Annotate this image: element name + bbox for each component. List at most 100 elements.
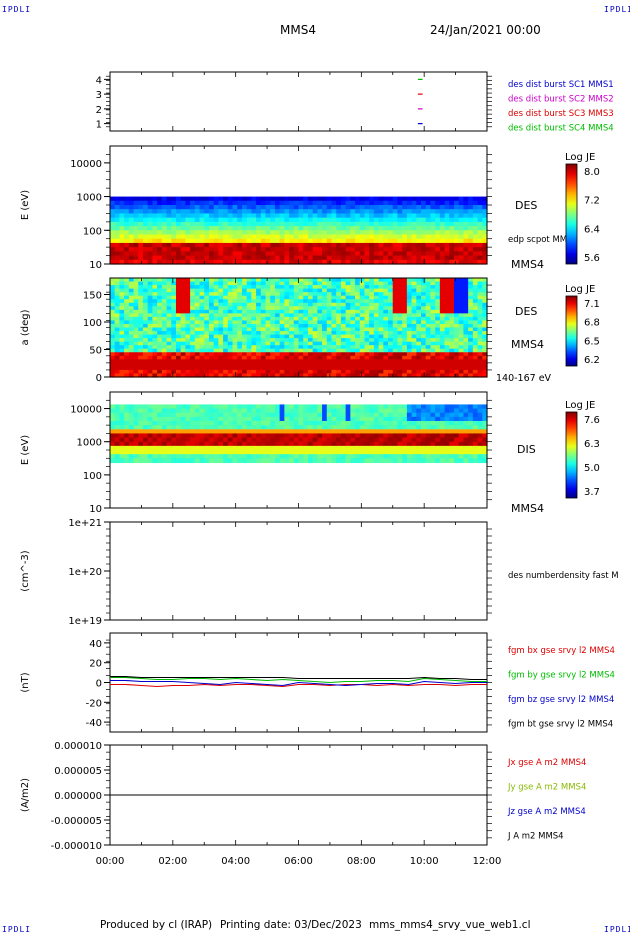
des-pitch-heatmap-cell [444,366,450,371]
des-pitch-heatmap-cell [482,366,488,371]
des-energy-heatmap-cell [147,226,154,231]
des-pitch-heatmap-cell [355,348,361,353]
des-energy-heatmap-cell [435,213,441,219]
des-pitch-heatmap-cell [406,362,413,367]
des-pitch-heatmap-cell [260,313,267,318]
des-pitch-heatmap-cell [477,331,483,336]
des-energy-heatmap-cell [411,226,417,231]
des-pitch-heatmap-cell [468,292,474,297]
des-pitch-heatmap-cell [468,278,474,283]
des-pitch-heatmap-cell [340,348,347,353]
des-energy-heatmap-cell [477,230,483,236]
des-pitch-heatmap-cell [378,369,384,375]
des-energy-heatmap-cell [218,205,224,210]
des-pitch-heatmap-cell [425,348,432,353]
des-pitch-heatmap-cell [326,345,333,350]
dis-energy-heatmap-cell [251,429,257,435]
des-pitch-heatmap-cell [157,334,163,339]
des-energy-heatmap-cell [468,230,474,236]
dis-energy-heatmap-cell [232,454,238,459]
des-energy-heatmap-cell [463,205,469,210]
des-pitch-heatmap-cell [350,327,356,332]
des-energy-heatmap-cell [260,217,267,223]
des-energy-heatmap-cell [199,255,205,261]
des-pitch-heatmap-cell [298,299,304,304]
des-energy-heatmap-cell [312,217,318,223]
des-pitch-heatmap-cell [152,355,158,360]
des-energy-heatmap-cell [340,196,347,202]
des-pitch-heatmap-cell [251,338,257,343]
des-pitch-heatmap-cell [322,299,328,304]
des-energy-heatmap-cell [152,255,158,261]
dis-energy-heatmap-cell [312,445,318,451]
des-energy-heatmap-cell [119,234,125,240]
des-energy-heatmap-cell [322,226,328,231]
des-pitch-heatmap-cell [322,369,328,375]
des-pitch-heatmap-cell [241,306,248,311]
des-energy-heatmap-cell [265,217,271,223]
des-energy-heatmap-cell [213,209,219,215]
des-pitch-heatmap-cell [199,366,205,371]
des-pitch-heatmap-cell [260,323,267,329]
des-pitch-heatmap-cell [289,299,295,304]
des-energy-heatmap-cell [350,205,356,210]
des-pitch-heatmap-cell [435,288,441,293]
dis-energy-heatmap-cell [213,416,219,422]
des-energy-heatmap-cell [421,251,427,257]
des-energy-heatmap-cell [161,226,168,231]
des-pitch-heatmap-cell [138,366,144,371]
des-pitch-heatmap-cell [124,285,130,290]
dis-energy-heatmap-cell [204,412,210,418]
des-energy-heatmap-cell [194,251,201,257]
des-pitch-heatmap-cell [265,299,271,304]
des-pitch-heatmap-cell [223,338,229,343]
des-pitch-heatmap-cell [458,278,465,283]
des-pitch-heatmap-cell [373,369,380,375]
dis-energy-heatmap-cell [190,450,196,455]
dis-energy-heatmap-cell [373,404,380,410]
des-energy-heatmap-cell [425,255,432,261]
des-pitch-heatmap-cell [142,345,149,350]
dis-energy-heatmap-cell [270,445,276,451]
des-pitch-heatmap-cell [444,355,450,360]
des-pitch-heatmap-cell [260,373,267,378]
des-pitch-heatmap-cell [482,278,488,283]
des-pitch-heatmap-cell [157,288,163,293]
des-pitch-heatmap-cell [166,309,172,314]
des-pitch-heatmap-cell [246,334,252,339]
des-pitch-heatmap-cell [190,288,196,293]
dis-energy-heatmap-cell [340,454,347,459]
dis-energy-heatmap-cell [312,416,318,422]
dis-energy-heatmap-cell [171,412,177,418]
dis-energy-heatmap-cell [317,404,323,410]
des-energy-heatmap-cell [142,226,149,231]
des-pitch-heatmap-cell [284,285,290,290]
des-pitch-heatmap-cell [406,292,413,297]
des-energy-heatmap-cell [340,242,347,248]
des-pitch-heatmap-cell [322,334,328,339]
des-pitch-heatmap-cell [138,373,144,378]
des-pitch-heatmap-cell [298,359,304,364]
des-pitch-heatmap-cell [439,295,446,300]
des-energy-heatmap-cell [359,200,366,206]
des-pitch-heatmap-cell [237,309,243,314]
des-energy-heatmap-cell [444,259,450,265]
dis-energy-heatmap-cell [237,429,243,435]
des-pitch-heatmap-cell [246,306,252,311]
dis-energy-heatmap-cell [472,429,479,435]
dis-energy-heatmap-cell [350,454,356,459]
des-pitch-heatmap-cell [194,327,201,332]
des-pitch-heatmap-cell [289,345,295,350]
dis-energy-heatmap-cell [114,421,121,426]
des-pitch-heatmap-cell [256,281,262,286]
dis-energy-heatmap-cell [293,433,300,439]
des-pitch-heatmap-cell [180,327,186,332]
des-energy-heatmap-cell [359,230,366,236]
des-pitch-heatmap-cell [388,327,394,332]
dis-energy-heatmap-cell [199,404,205,410]
des-pitch-heatmap-cell [411,295,417,300]
des-energy-heatmap-cell [350,230,356,236]
des-pitch-heatmap-cell [175,345,182,350]
des-pitch-heatmap-cell [468,334,474,339]
des-energy-heatmap-cell [411,213,417,219]
